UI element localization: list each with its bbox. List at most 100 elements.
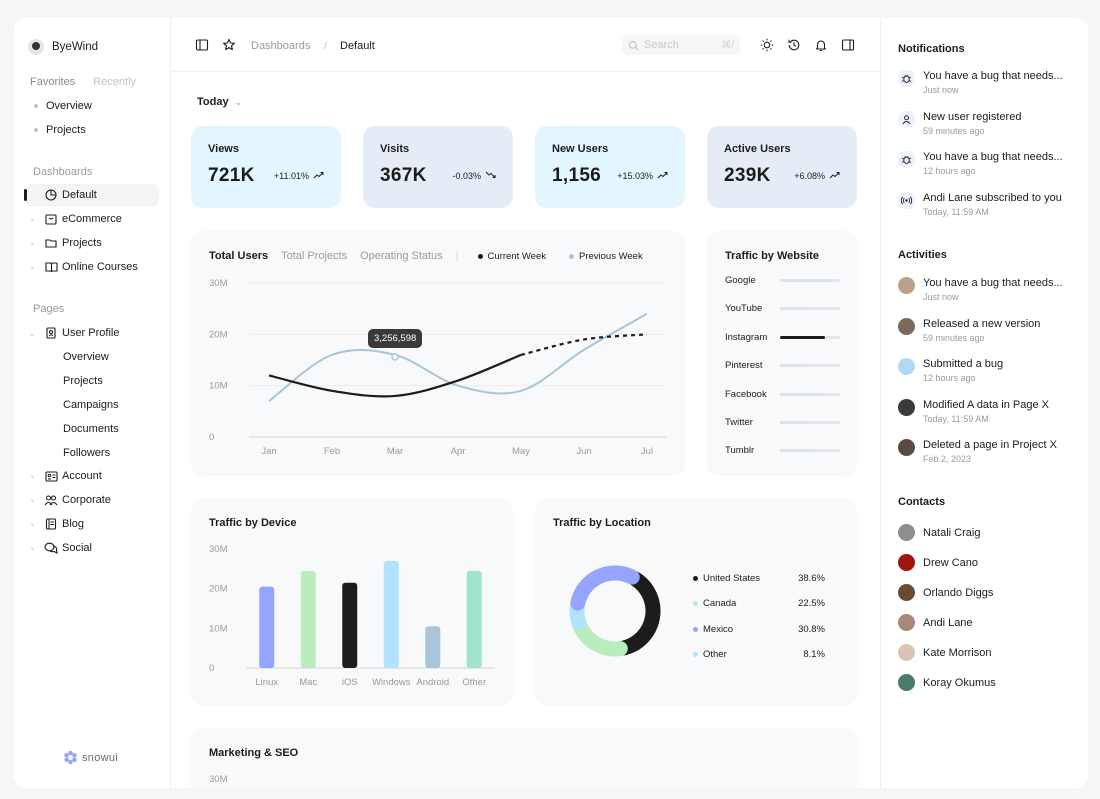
submenu-followers[interactable]: Followers — [63, 447, 111, 459]
stat-change: +6.08% — [794, 171, 825, 181]
sidebar-item-label: eCommerce — [62, 213, 122, 225]
bar-mac — [300, 570, 316, 668]
sidebar-item-default[interactable]: Default — [24, 184, 159, 206]
activity-item[interactable]: You have a bug that needs... Just now — [898, 277, 1083, 302]
activity-avatar — [898, 358, 915, 375]
sidebar-item-label: Blog — [62, 518, 85, 530]
website-bar-fill — [780, 364, 804, 368]
activity-time: 59 minutes ago — [923, 332, 985, 343]
contact-item[interactable]: Natali Craig — [898, 524, 980, 541]
contact-avatar — [898, 644, 915, 661]
notification-item[interactable]: You have a bug that needs... Just now — [898, 70, 1083, 95]
x-tick-label: Linux — [255, 677, 278, 688]
sidebar-item-online-courses[interactable]: › Online Courses — [26, 256, 159, 278]
contact-item[interactable]: Drew Cano — [898, 554, 978, 571]
contact-item[interactable]: Kate Morrison — [898, 644, 991, 661]
sidebar-item-label: User Profile — [62, 327, 120, 339]
search-shortcut: ⌘/ — [721, 39, 734, 51]
bullet-icon — [34, 128, 38, 132]
legend-dot — [568, 253, 574, 259]
tab-operating-status[interactable]: Operating Status — [360, 250, 443, 262]
sidebar-item-account[interactable]: › Account — [26, 465, 159, 487]
submenu-overview[interactable]: Overview — [63, 351, 109, 363]
notification-item[interactable]: New user registered 59 minutes ago — [898, 110, 1083, 136]
activity-avatar — [898, 439, 915, 456]
tab-total-users[interactable]: Total Users — [209, 250, 269, 262]
website-bar-fill — [780, 307, 807, 311]
location-percent: 38.6% — [798, 573, 825, 584]
activity-item[interactable]: Modified A data in Page X Today, 11:59 AM — [898, 398, 1083, 424]
location-percent: 8.1% — [803, 648, 825, 660]
tab-total-projects[interactable]: Total Projects — [281, 250, 348, 262]
contact-name: Koray Okumus — [923, 676, 996, 689]
activity-item[interactable]: Submitted a bug 12 hours ago — [898, 358, 1083, 383]
notification-body: Andi Lane subscribed to you Today, 11:59 … — [923, 192, 1078, 217]
notification-time: 59 minutes ago — [923, 125, 985, 136]
x-tick-label: Mar — [387, 446, 403, 457]
y-tick-label: 0 — [209, 432, 214, 443]
sidebar-item-corporate[interactable]: › Corporate — [26, 489, 159, 511]
search-input[interactable]: Search ⌘/ — [622, 35, 740, 55]
chevron-right-icon: › — [30, 495, 34, 505]
activity-item[interactable]: Deleted a page in Project X Feb 2, 2023 — [898, 439, 1083, 464]
favorite-item-projects[interactable]: Projects — [34, 124, 86, 136]
chevron-right-icon: › — [30, 543, 34, 553]
sidebar-item-social[interactable]: › Social — [26, 537, 159, 559]
favorite-label: Overview — [46, 100, 92, 112]
chat-bubbles-icon — [44, 542, 58, 554]
notification-item[interactable]: You have a bug that needs... 12 hours ago — [898, 151, 1083, 176]
user-switcher[interactable]: ByeWind — [28, 39, 98, 55]
activity-avatar — [898, 317, 915, 335]
x-tick-label: iOS — [342, 677, 358, 688]
breadcrumb-dashboards[interactable]: Dashboards — [251, 40, 311, 52]
tab-recently[interactable]: Recently — [93, 76, 137, 88]
y-tick-label: 20M — [209, 584, 228, 595]
bug-icon — [898, 151, 915, 168]
contact-item[interactable]: Orlando Diggs — [898, 584, 993, 601]
legend-dot — [693, 651, 698, 657]
legend-dot — [693, 601, 698, 607]
location-name: United States — [703, 573, 761, 584]
activity-item[interactable]: Released a new version 59 minutes ago — [898, 317, 1083, 343]
toggle-panel-icon[interactable] — [841, 38, 855, 52]
period-select[interactable]: Today ⌄ — [197, 96, 242, 108]
submenu-documents[interactable]: Documents — [63, 423, 119, 435]
current-week-line — [268, 353, 522, 398]
bell-icon[interactable] — [814, 38, 828, 52]
website-label: Google — [725, 275, 756, 286]
tab-divider: | — [455, 250, 459, 262]
user-name: ByeWind — [52, 41, 99, 53]
tab-favorites[interactable]: Favorites — [30, 76, 76, 88]
sidebar-item-projects[interactable]: › Projects — [26, 232, 159, 254]
activity-time: 12 hours ago — [923, 373, 976, 383]
sun-icon[interactable] — [760, 38, 774, 52]
x-tick-label: Windows — [372, 677, 411, 688]
contact-item[interactable]: Andi Lane — [898, 614, 973, 631]
bar-windows — [383, 560, 399, 668]
activities-title: Activities — [898, 249, 947, 261]
traffic-by-device-card: Traffic by Device 30M 20M 10M 0 Linux Mac iOS W… — [191, 498, 513, 706]
contact-item[interactable]: Koray Okumus — [898, 674, 996, 691]
sidebar-item-user-profile[interactable]: ⌄ User Profile — [26, 322, 159, 344]
period-label: Today — [197, 96, 229, 108]
bullet-icon — [34, 104, 38, 108]
history-icon[interactable] — [787, 38, 801, 52]
toggle-sidebar-icon[interactable] — [195, 38, 209, 52]
legend-label: Previous Week — [578, 250, 643, 262]
submenu-campaigns[interactable]: Campaigns — [63, 399, 119, 411]
sidebar-item-label: Projects — [62, 237, 102, 249]
stat-card-visits: Visits 367K -0.03% — [363, 126, 513, 208]
favorite-item-overview[interactable]: Overview — [34, 100, 92, 112]
star-icon[interactable] — [222, 38, 236, 52]
card-title: Traffic by Location — [553, 517, 651, 529]
website-bar-fill — [780, 449, 813, 453]
notification-item[interactable]: Andi Lane subscribed to you Today, 11:59 … — [898, 191, 1083, 217]
legend-label: Current Week — [487, 250, 546, 262]
hover-point — [391, 353, 399, 361]
x-tick-label: Jan — [261, 446, 276, 457]
submenu-projects[interactable]: Projects — [63, 375, 103, 387]
sidebar-item-ecommerce[interactable]: › eCommerce — [26, 208, 159, 230]
chart-tooltip: 3,256,598 — [368, 328, 423, 348]
sidebar-item-blog[interactable]: › Blog — [26, 513, 159, 535]
bar-ios — [342, 582, 358, 668]
